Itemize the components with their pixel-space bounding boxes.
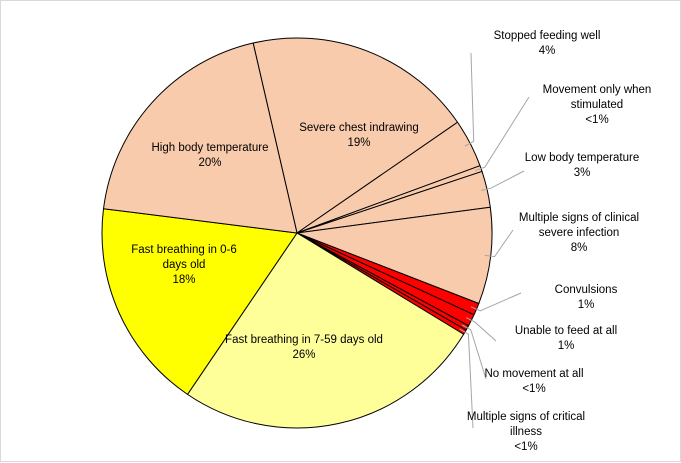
slice-label-10-line-2: 18% bbox=[172, 274, 195, 286]
slice-label-11-line-1: 20% bbox=[198, 157, 221, 169]
slice-label-11-line-0: High body temperature bbox=[152, 142, 269, 154]
slice-label-6: Unable to feed at all 1% bbox=[515, 325, 617, 352]
slice-label-0-line-0: Severe chest indrawing bbox=[299, 122, 419, 134]
slice-label-4-line-2: 8% bbox=[571, 242, 588, 254]
slice-label-5: Convulsions 1% bbox=[555, 284, 618, 311]
slice-label-2: Movement only when stimulated <1% bbox=[543, 84, 652, 126]
slice-label-10-line-0: Fast breathing in 0-6 bbox=[131, 244, 236, 256]
slice-label-4-line-1: severe infection bbox=[539, 227, 620, 239]
slice-label-4: Multiple signs of clinical severe infecti… bbox=[519, 212, 639, 254]
slice-labels: Severe chest indrawing 19% Stopped feeding… bbox=[131, 30, 651, 453]
slice-label-2-line-2: <1% bbox=[585, 114, 608, 126]
leader-lines bbox=[459, 52, 530, 429]
slice-label-2-line-1: stimulated bbox=[571, 99, 623, 111]
leader-line-3 bbox=[481, 170, 525, 191]
leader-line-4 bbox=[484, 229, 514, 258]
slice-label-6-line-0: Unable to feed at all bbox=[515, 325, 617, 337]
leader-line-1 bbox=[464, 52, 475, 147]
slice-label-5-line-0: Convulsions bbox=[555, 284, 618, 296]
slice-label-7: No movement at all <1% bbox=[484, 368, 583, 395]
leader-line-5 bbox=[470, 292, 522, 312]
slice-label-2-line-0: Movement only when bbox=[543, 84, 652, 96]
slice-label-5-line-1: 1% bbox=[578, 299, 595, 311]
slice-label-0-line-1: 19% bbox=[347, 137, 370, 149]
slice-label-3: Low body temperature 3% bbox=[525, 152, 639, 179]
pie-slice-0 bbox=[252, 37, 459, 234]
pie-slices bbox=[101, 37, 493, 429]
pie-slice-11 bbox=[103, 42, 298, 234]
pie-slice-10 bbox=[101, 208, 298, 395]
leader-line-2 bbox=[475, 96, 530, 171]
slice-label-8: Multiple signs of critical illness <1% bbox=[467, 411, 585, 453]
slice-label-1-line-0: Stopped feeding well bbox=[494, 30, 601, 42]
slice-label-1-line-1: 4% bbox=[539, 45, 556, 57]
slice-label-4-line-0: Multiple signs of clinical bbox=[519, 212, 639, 224]
slice-label-10-line-1: days old bbox=[163, 259, 206, 271]
slice-label-9-line-1: 26% bbox=[292, 349, 315, 361]
slice-label-10: Fast breathing in 0-6 days old 18% bbox=[131, 244, 236, 286]
slice-label-8-line-2: <1% bbox=[514, 441, 537, 453]
slice-label-1: Stopped feeding well 4% bbox=[494, 30, 601, 57]
pie-slice-9 bbox=[187, 232, 465, 429]
slice-label-7-line-0: No movement at all bbox=[484, 368, 583, 380]
slice-label-9: Fast breathing in 7-59 days old 26% bbox=[225, 334, 383, 361]
leader-line-8 bbox=[459, 328, 474, 429]
slice-label-6-line-1: 1% bbox=[558, 340, 575, 352]
slice-label-0: Severe chest indrawing 19% bbox=[299, 122, 419, 149]
slice-label-3-line-1: 3% bbox=[574, 167, 591, 179]
leader-line-7 bbox=[461, 324, 487, 380]
slice-label-3-line-0: Low body temperature bbox=[525, 152, 639, 164]
leader-line-6 bbox=[465, 317, 497, 342]
slice-label-11: High body temperature 20% bbox=[152, 142, 269, 169]
slice-label-7-line-1: <1% bbox=[522, 383, 545, 395]
slice-label-8-line-0: Multiple signs of critical bbox=[467, 411, 585, 423]
slice-label-9-line-0: Fast breathing in 7-59 days old bbox=[225, 334, 383, 346]
slice-label-8-line-1: illness bbox=[510, 426, 542, 438]
